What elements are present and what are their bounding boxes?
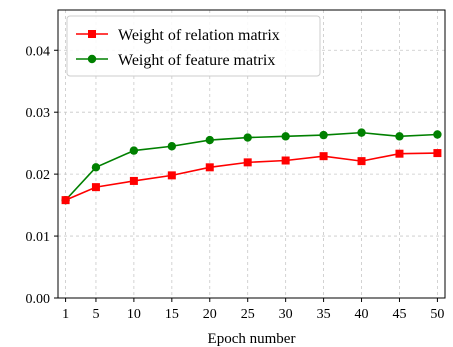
x-tick-label: 5 — [92, 307, 99, 322]
data-point — [433, 130, 442, 139]
legend-box — [66, 15, 321, 77]
x-tick-label: 40 — [355, 307, 369, 322]
data-point — [395, 149, 404, 158]
y-tick-label: 0.04 — [26, 44, 51, 59]
x-tick-label: 35 — [317, 307, 331, 322]
y-tick-label: 0.01 — [26, 230, 51, 245]
legend-label: Weight of relation matrix — [118, 27, 280, 44]
data-point — [167, 142, 177, 151]
data-point — [205, 163, 214, 172]
x-tick-label: 25 — [241, 307, 255, 322]
series-line — [65, 131, 438, 201]
series-layer — [61, 128, 442, 205]
y-tick-label: 0.00 — [26, 292, 51, 307]
x-tick-label: 45 — [392, 307, 406, 322]
plot-frame — [57, 9, 446, 299]
data-point — [205, 135, 214, 145]
x-tick-label: 50 — [430, 307, 444, 322]
legend-item: Weight of relation matrix — [76, 27, 280, 44]
legend-marker — [87, 54, 97, 64]
data-point — [357, 157, 366, 166]
x-tick-label: 30 — [279, 307, 293, 322]
data-point — [281, 132, 290, 141]
x-tick-label: 15 — [165, 307, 179, 322]
tick-layer: 1 5 10 15 20 25 30 35 40 45 500.000.010.020.030.04 — [26, 44, 445, 322]
x-axis-label: Epoch number — [208, 331, 296, 347]
series-relation — [61, 149, 442, 205]
data-point — [433, 149, 442, 158]
data-point — [61, 196, 70, 205]
x-tick-label: 1 — [62, 307, 69, 322]
data-point — [319, 130, 328, 140]
data-point — [91, 163, 101, 172]
legend-item: Weight of feature matrix — [76, 52, 275, 69]
legend-label: Weight of feature matrix — [118, 52, 275, 69]
data-point — [91, 183, 100, 192]
y-tick-label: 0.02 — [26, 168, 51, 183]
data-point — [243, 158, 252, 167]
data-point — [357, 128, 366, 137]
data-point — [243, 133, 252, 142]
series-feature — [61, 128, 442, 205]
data-point — [129, 176, 138, 185]
data-point — [129, 146, 139, 155]
data-point — [281, 156, 290, 165]
data-point — [167, 171, 176, 180]
x-tick-label: 20 — [203, 307, 217, 322]
legend-marker — [88, 30, 96, 38]
legend: Weight of relation matrix Weight of featu… — [66, 15, 321, 77]
x-tick-label: 10 — [127, 307, 141, 322]
data-point — [395, 132, 404, 141]
data-point — [319, 152, 328, 161]
y-tick-label: 0.03 — [26, 106, 51, 121]
